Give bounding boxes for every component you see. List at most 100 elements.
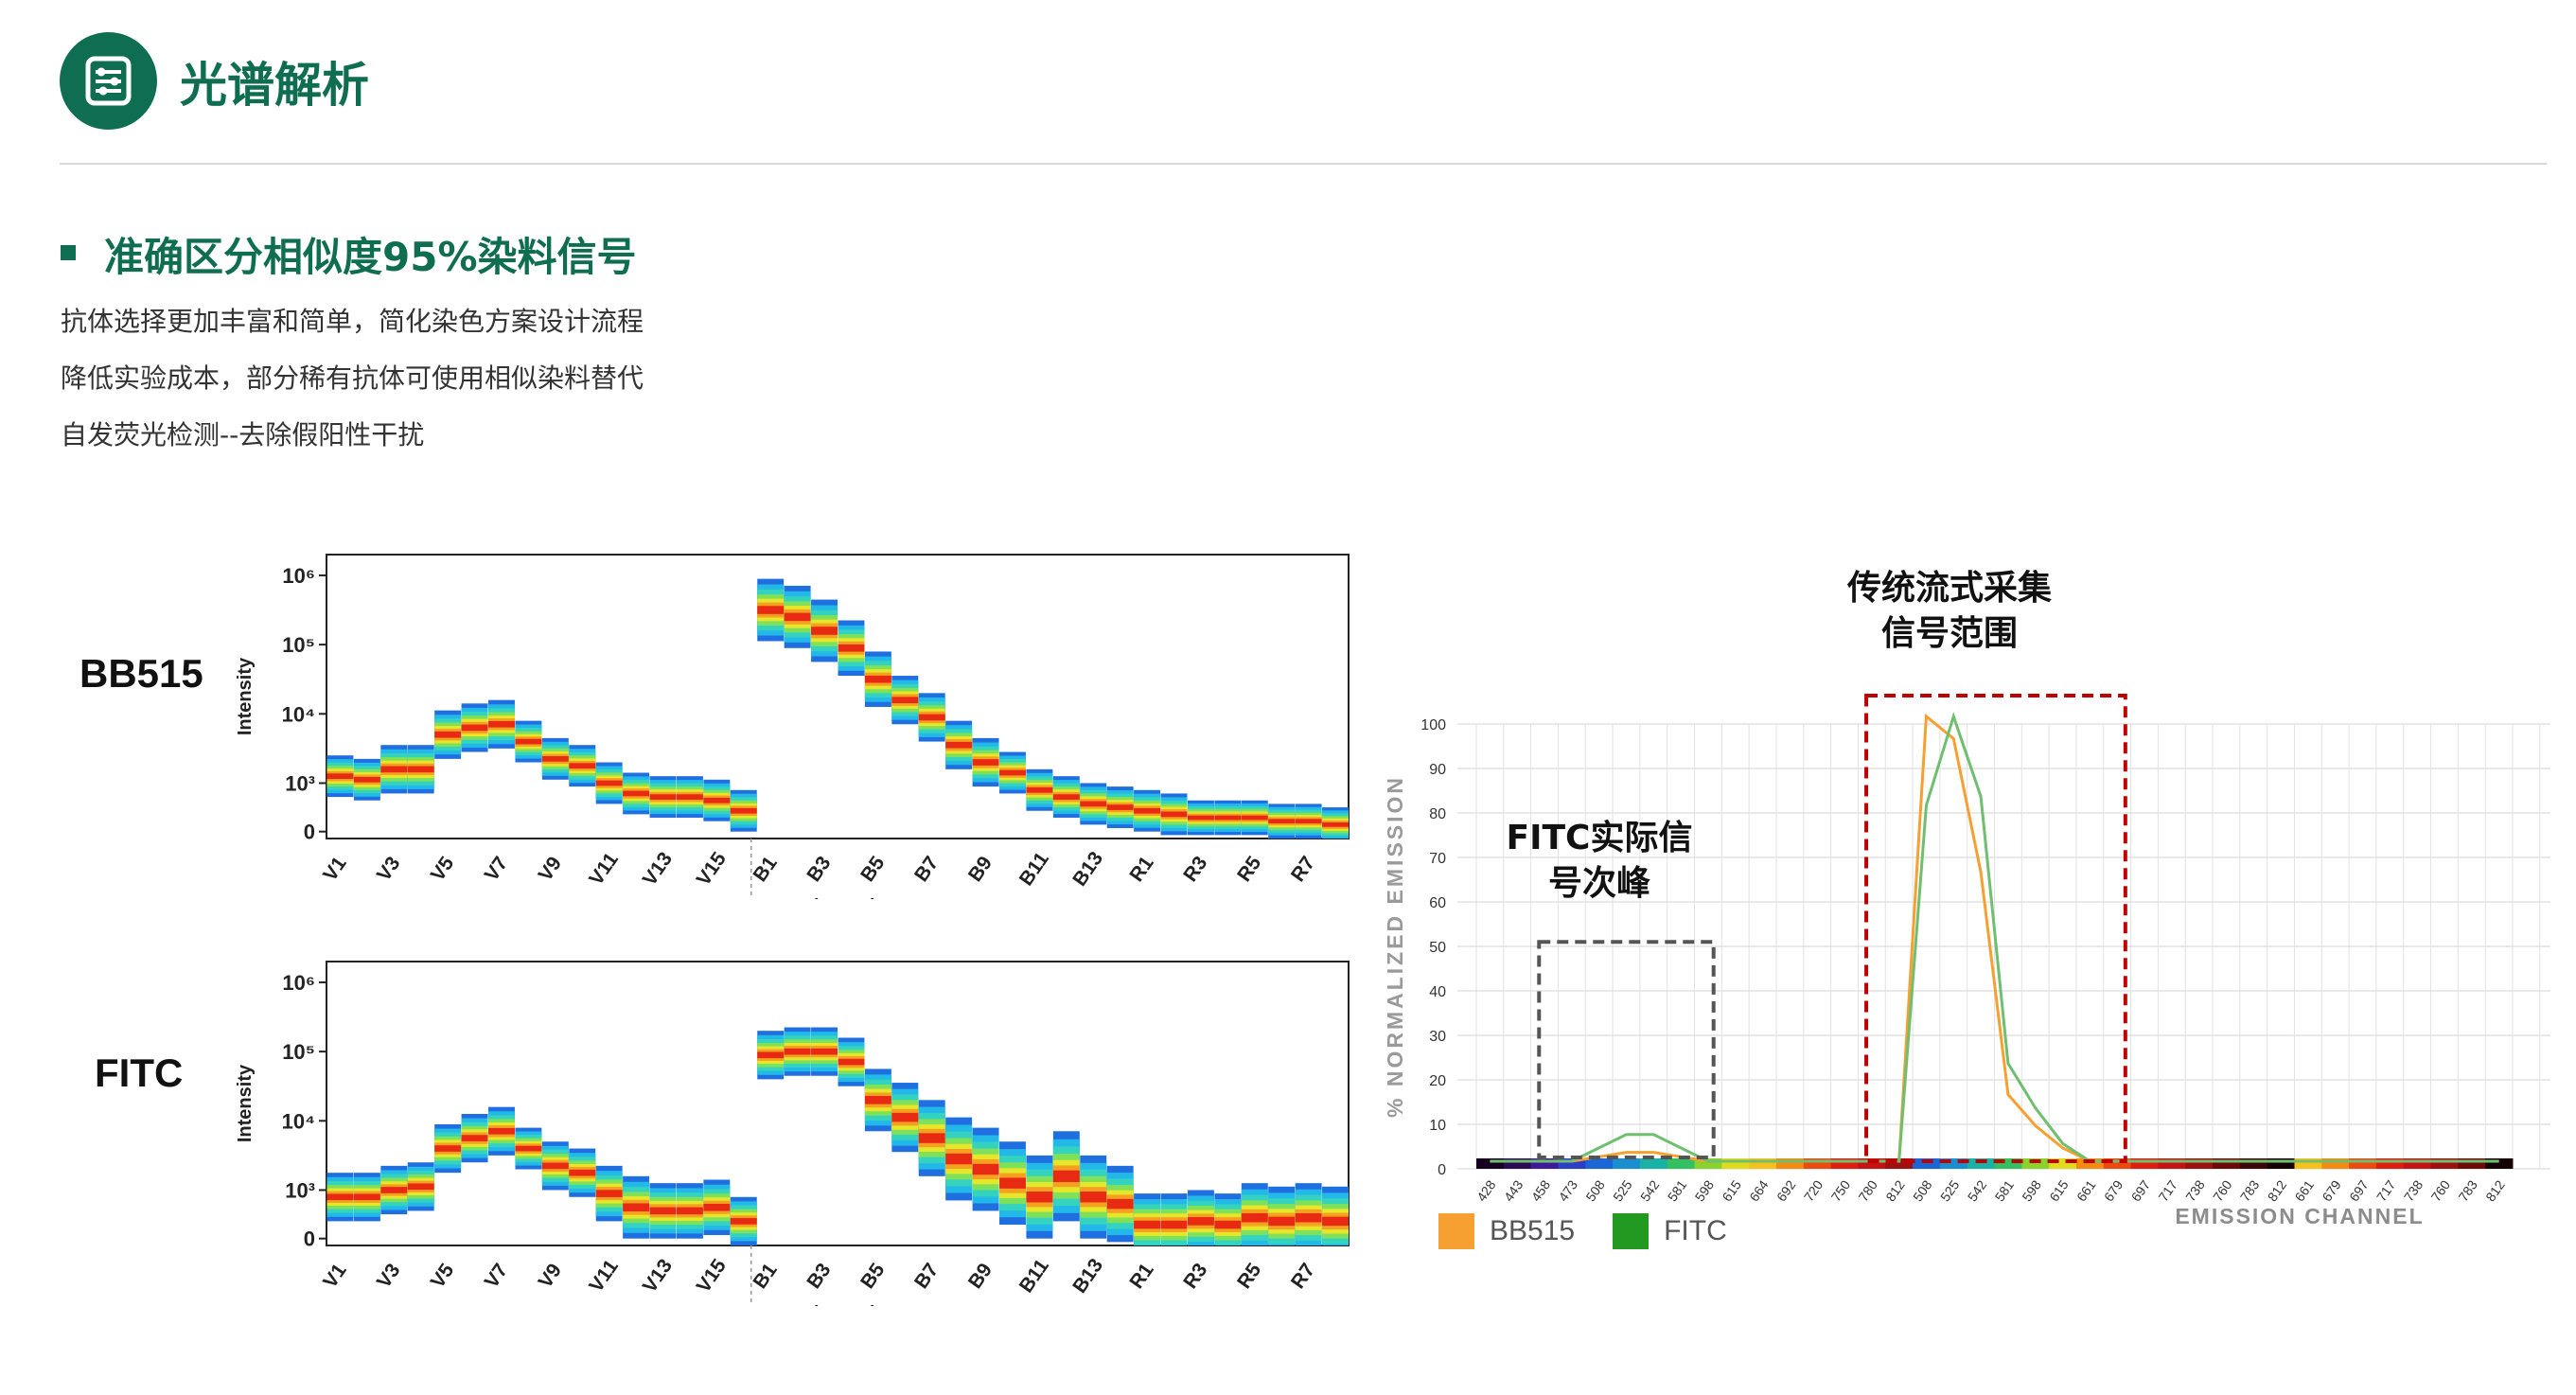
heatmap-cell xyxy=(1026,786,1053,793)
y-axis-label: Intensity xyxy=(235,1064,256,1142)
heatmap-cell xyxy=(1295,819,1322,824)
x-tick-label: B3 xyxy=(803,1260,835,1293)
sliders-icon xyxy=(60,32,157,130)
heatmap-cell xyxy=(1214,815,1242,821)
x-tick-label: R7 xyxy=(1287,1260,1319,1293)
heatmap-cell xyxy=(326,1193,354,1201)
x-tick-label: 760 xyxy=(2428,1177,2454,1204)
y-tick-label: 70 xyxy=(1429,851,1446,867)
heatmap-cell xyxy=(918,1133,945,1143)
spectrum-band xyxy=(1613,1158,1641,1169)
x-tick-label: V7 xyxy=(481,1260,513,1292)
x-tick-label: V9 xyxy=(534,1260,566,1292)
x-tick-label: V3 xyxy=(373,1260,405,1292)
heatmap-cell xyxy=(649,794,677,800)
y-tick-label: 100 xyxy=(1420,717,1446,733)
x-tick-label: 760 xyxy=(2210,1177,2235,1204)
heatmap-cell xyxy=(1187,815,1214,821)
heatmap-cell xyxy=(353,776,380,783)
x-tick-label: R1 xyxy=(1125,1259,1157,1292)
spectrum-band xyxy=(1994,1158,2022,1169)
heatmap-cell xyxy=(918,714,945,721)
heatmap-cell xyxy=(945,741,973,749)
y-tick-label: 10⁶ xyxy=(282,564,315,588)
heatmap-cell xyxy=(757,1051,785,1059)
chart-legend: BB515 FITC xyxy=(1438,1213,1765,1249)
heatmap-cell xyxy=(1026,1192,1053,1203)
heatmap-cell xyxy=(1134,807,1161,814)
x-tick-label: 473 xyxy=(1556,1177,1581,1204)
heatmap-cell xyxy=(1295,1212,1322,1223)
heatmap-cell xyxy=(757,606,785,614)
y-axis-label: % NORMALIZED EMISSION xyxy=(1383,775,1407,1118)
x-tick-label: B3 xyxy=(803,853,835,886)
heatmap-cell xyxy=(864,1096,891,1104)
heatmap-cell xyxy=(1214,1220,1242,1229)
x-tick-label: R3 xyxy=(1179,853,1211,886)
x-axis-label: EMISSION CHANNEL xyxy=(2175,1204,2424,1228)
spectrum-band xyxy=(1530,1158,1559,1169)
heatmap-cell xyxy=(891,1112,919,1122)
spectrum-band xyxy=(1858,1158,1886,1169)
heatmap-cell xyxy=(972,1163,999,1175)
x-tick-label: 750 xyxy=(1828,1177,1854,1204)
heatmap-cell xyxy=(1052,1170,1080,1183)
x-tick-label: 542 xyxy=(1637,1177,1663,1204)
heatmap-cell xyxy=(1268,819,1296,824)
y-tick-label: 10³ xyxy=(285,1178,315,1202)
heatmap-cell xyxy=(541,1162,569,1170)
plot-frame xyxy=(326,554,1350,839)
y-tick-label: 10⁴ xyxy=(282,702,315,726)
x-tick-label: 692 xyxy=(1773,1177,1799,1204)
x-tick-label: 717 xyxy=(2373,1177,2399,1204)
heatmap-cell xyxy=(326,773,354,779)
heatmap-cell xyxy=(623,790,650,797)
heatmap-cell xyxy=(569,1169,596,1176)
x-tick-label: V15 xyxy=(693,1255,731,1297)
heatmap-cell xyxy=(1052,794,1080,800)
heatmap-cell xyxy=(945,1153,973,1165)
y-tick-label: 10⁴ xyxy=(282,1109,315,1133)
heatmap-cell xyxy=(595,1190,623,1197)
collection-range-box xyxy=(1864,694,2127,1163)
heatmap-cell xyxy=(1134,1220,1161,1229)
x-tick-label: B5 xyxy=(856,1259,889,1292)
description-line: 降低实验成本，部分稀有抗体可使用相似染料替代 xyxy=(61,362,644,394)
description-line: 自发荧光检测--去除假阳性干扰 xyxy=(61,419,425,450)
heatmap-cell xyxy=(811,1048,838,1055)
spectrum-band xyxy=(1939,1158,1968,1169)
spectrum-band xyxy=(1803,1158,1832,1169)
heatmap-cell xyxy=(595,780,623,786)
x-tick-label: 598 xyxy=(1692,1177,1718,1204)
dye-label-fitc: FITC xyxy=(95,1051,184,1095)
page-title: 光谱解析 xyxy=(180,58,369,113)
x-tick-label: 443 xyxy=(1501,1177,1526,1204)
annotation-line: FITC实际信 xyxy=(1506,819,1693,857)
secondary-peak-box xyxy=(1537,940,1716,1159)
annotation-line: 号次峰 xyxy=(1547,864,1650,903)
heatmap-cell xyxy=(703,1203,731,1211)
x-tick-label: V11 xyxy=(585,1256,623,1297)
x-tick-label: 738 xyxy=(2401,1177,2426,1204)
y-tick-label: 0 xyxy=(304,821,315,844)
spectrum-band xyxy=(2485,1158,2514,1169)
x-tick-label: 717 xyxy=(2155,1177,2180,1204)
x-tick-label: 812 xyxy=(1882,1177,1908,1204)
heatmap-cell xyxy=(864,675,891,683)
x-tick-label: 508 xyxy=(1910,1177,1935,1204)
x-tick-label: V1 xyxy=(319,1260,351,1292)
heatmap-cell xyxy=(703,797,731,803)
x-tick-label: 812 xyxy=(2265,1177,2290,1204)
x-tick-label: 697 xyxy=(2128,1177,2154,1204)
x-tick-label: B1 xyxy=(749,1259,781,1292)
spectrum-band xyxy=(2021,1158,2050,1169)
spectrum-band xyxy=(1585,1158,1614,1169)
heatmap-cell xyxy=(541,756,569,762)
x-tick-label: 525 xyxy=(1610,1177,1635,1204)
x-tick-label: 581 xyxy=(1665,1177,1690,1204)
spectrum-band xyxy=(1749,1158,1777,1169)
heatmap-cell xyxy=(1080,801,1107,807)
heatmap-cell xyxy=(515,1145,542,1152)
x-tick-label: 661 xyxy=(2292,1177,2318,1204)
heatmap-cell xyxy=(434,1145,462,1152)
